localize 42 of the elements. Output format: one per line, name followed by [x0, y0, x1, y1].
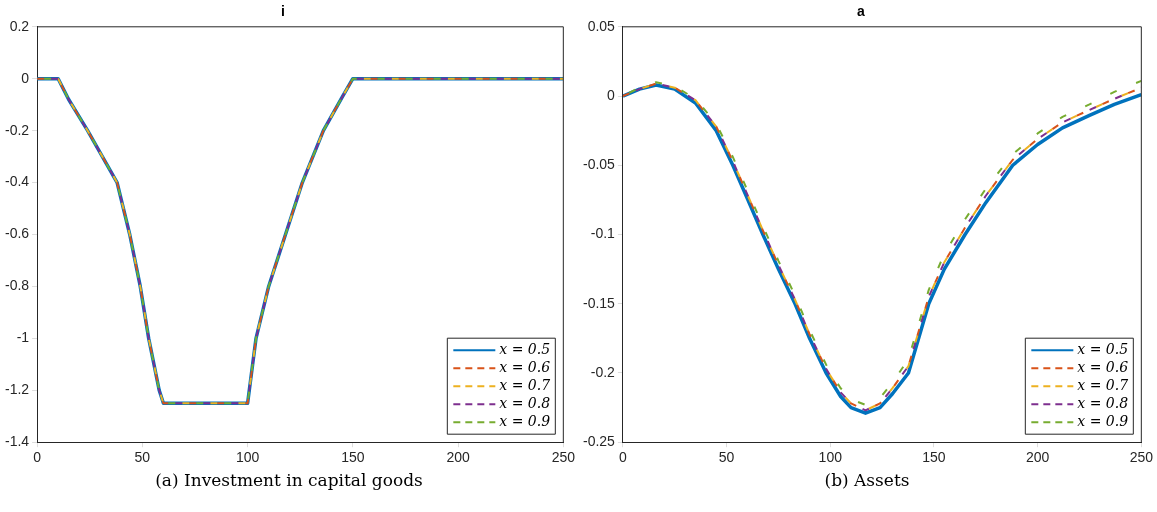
x-tick-label: 150	[341, 449, 365, 466]
chart-title: a	[857, 3, 866, 20]
y-tick-label: -0.2	[590, 363, 616, 380]
y-tick-label: -0.2	[5, 121, 30, 138]
legend-label: x = 0.5	[1077, 340, 1129, 357]
y-tick-label: -0.05	[582, 156, 616, 173]
x-tick-label: 0	[619, 449, 628, 466]
x-tick-label: 100	[235, 449, 260, 466]
x-tick-label: 150	[922, 449, 946, 466]
x-tick-label: 50	[134, 449, 151, 466]
x-tick-label: 250	[551, 449, 576, 466]
text: (a) Investment in capital goods	[154, 470, 424, 490]
y-tick-label: 0	[21, 69, 30, 86]
x-tick-label: 200	[446, 449, 470, 466]
y-tick-label: -0.6	[5, 225, 30, 242]
legend-label: x = 0.8	[499, 394, 551, 411]
y-tick-label: 0.05	[587, 17, 616, 34]
legend-label: x = 0.5	[499, 340, 551, 357]
legend-label: x = 0.9	[1077, 412, 1129, 429]
legend-label: x = 0.9	[499, 412, 551, 429]
y-tick-label: -0.4	[5, 173, 30, 190]
y-tick-label: -0.25	[582, 433, 616, 450]
legend-label: x = 0.6	[499, 358, 551, 375]
y-tick-label: -0.15	[582, 294, 616, 311]
y-tick-label: -0.1	[590, 225, 616, 242]
y-tick-label: -1.2	[5, 381, 30, 398]
y-tick-label: -0.8	[5, 277, 30, 294]
y-tick-label: -1	[16, 329, 30, 346]
x-tick-label: 50	[718, 449, 735, 466]
y-tick-label: 0.2	[9, 17, 30, 34]
x-tick-label: 0	[33, 449, 42, 466]
legend-label: x = 0.6	[1077, 358, 1129, 375]
y-tick-label: -1.4	[5, 433, 30, 450]
legend-label: x = 0.8	[1077, 394, 1129, 411]
chart-title: i	[281, 3, 285, 20]
legend-label: x = 0.7	[499, 376, 551, 393]
x-tick-label: 250	[1129, 449, 1154, 466]
y-tick-label: 0	[607, 86, 616, 103]
x-tick-label: 100	[818, 449, 843, 466]
legend-label: x = 0.7	[1077, 376, 1129, 393]
x-tick-label: 200	[1025, 449, 1050, 466]
text: (b) Assets	[823, 470, 911, 490]
